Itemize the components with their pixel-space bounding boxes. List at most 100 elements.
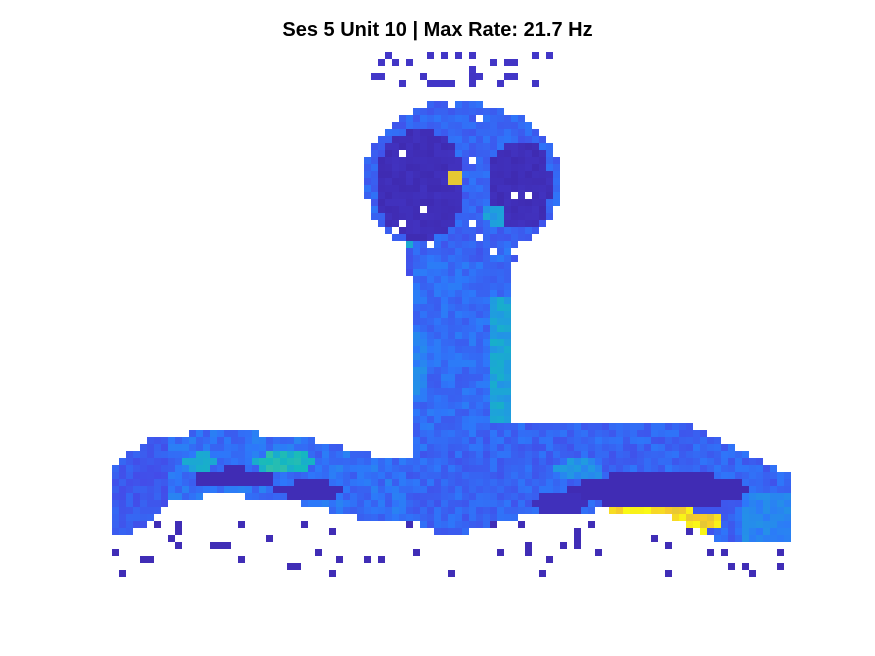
heatmap-bin: [539, 493, 546, 500]
heatmap-bin: [504, 486, 511, 493]
heatmap-bin: [371, 164, 378, 171]
heatmap-bin: [427, 192, 434, 199]
heatmap-bin: [735, 514, 742, 521]
heatmap-bin: [728, 458, 735, 465]
heatmap-bin: [511, 213, 518, 220]
heatmap-bin: [686, 521, 693, 528]
heatmap-bin: [553, 164, 560, 171]
heatmap-bin: [490, 493, 497, 500]
heatmap-bin: [378, 73, 385, 80]
heatmap-bin: [504, 129, 511, 136]
heatmap-bin: [399, 479, 406, 486]
heatmap-bin: [455, 409, 462, 416]
heatmap-bin: [511, 514, 518, 521]
heatmap-bin: [700, 458, 707, 465]
heatmap-bin: [560, 437, 567, 444]
heatmap-bin: [497, 262, 504, 269]
heatmap-bin: [441, 381, 448, 388]
heatmap-bin: [665, 437, 672, 444]
heatmap-bin: [441, 248, 448, 255]
heatmap-bin: [462, 122, 469, 129]
heatmap-bin: [413, 297, 420, 304]
heatmap-bin: [504, 150, 511, 157]
heatmap-bin: [385, 458, 392, 465]
heatmap-bin: [301, 486, 308, 493]
heatmap-bin: [357, 458, 364, 465]
heatmap-bin: [490, 269, 497, 276]
heatmap-bin: [609, 451, 616, 458]
heatmap-bin: [700, 521, 707, 528]
heatmap-bin: [686, 479, 693, 486]
heatmap-bin: [406, 493, 413, 500]
heatmap-bin: [315, 486, 322, 493]
heatmap-bin: [455, 220, 462, 227]
heatmap-bin: [168, 444, 175, 451]
heatmap-bin: [469, 416, 476, 423]
heatmap-bin: [490, 199, 497, 206]
heatmap-bin: [469, 507, 476, 514]
heatmap-bin: [441, 388, 448, 395]
heatmap-bin: [441, 129, 448, 136]
heatmap-bin: [434, 458, 441, 465]
heatmap-bin: [504, 227, 511, 234]
heatmap-bin: [532, 199, 539, 206]
heatmap-bin: [644, 437, 651, 444]
heatmap-bin: [553, 430, 560, 437]
heatmap-bin: [469, 192, 476, 199]
heatmap-bin: [504, 304, 511, 311]
heatmap-bin: [651, 423, 658, 430]
heatmap-bin: [588, 486, 595, 493]
heatmap-bin: [364, 178, 371, 185]
heatmap-bin: [511, 458, 518, 465]
heatmap-bin: [133, 507, 140, 514]
heatmap-bin: [532, 185, 539, 192]
heatmap-bin: [504, 199, 511, 206]
heatmap-bin: [399, 234, 406, 241]
heatmap-bin: [546, 199, 553, 206]
heatmap-bin: [511, 437, 518, 444]
heatmap-bin: [511, 507, 518, 514]
heatmap-bin: [469, 66, 476, 73]
heatmap-bin: [784, 528, 791, 535]
heatmap-bin: [490, 262, 497, 269]
heatmap-bin: [483, 360, 490, 367]
heatmap-bin: [455, 458, 462, 465]
heatmap-bin: [420, 479, 427, 486]
heatmap-bin: [770, 486, 777, 493]
heatmap-bin: [476, 458, 483, 465]
heatmap-bin: [259, 465, 266, 472]
heatmap-bin: [476, 444, 483, 451]
heatmap-bin: [581, 479, 588, 486]
heatmap-bin: [392, 234, 399, 241]
heatmap-bin: [420, 241, 427, 248]
heatmap-bin: [511, 73, 518, 80]
heatmap-bin: [630, 430, 637, 437]
heatmap-bin: [686, 507, 693, 514]
heatmap-bin: [224, 437, 231, 444]
heatmap-bin: [455, 444, 462, 451]
heatmap-bin: [126, 514, 133, 521]
heatmap-bin: [455, 332, 462, 339]
heatmap-bin: [658, 458, 665, 465]
heatmap-bin: [441, 101, 448, 108]
heatmap-bin: [420, 325, 427, 332]
heatmap-bin: [112, 507, 119, 514]
heatmap-bin: [413, 430, 420, 437]
heatmap-bin: [378, 143, 385, 150]
heatmap-bin: [658, 500, 665, 507]
heatmap-bin: [511, 234, 518, 241]
heatmap-bin: [490, 332, 497, 339]
heatmap-bin: [763, 472, 770, 479]
heatmap-bin: [574, 437, 581, 444]
heatmap-bin: [427, 458, 434, 465]
heatmap-bin: [364, 451, 371, 458]
heatmap-bin: [770, 465, 777, 472]
heatmap-bin: [448, 255, 455, 262]
heatmap-bin: [392, 178, 399, 185]
heatmap-bin: [532, 129, 539, 136]
heatmap-bin: [147, 486, 154, 493]
heatmap-bin: [189, 486, 196, 493]
heatmap-bin: [686, 514, 693, 521]
heatmap-bin: [420, 304, 427, 311]
heatmap-bin: [469, 521, 476, 528]
